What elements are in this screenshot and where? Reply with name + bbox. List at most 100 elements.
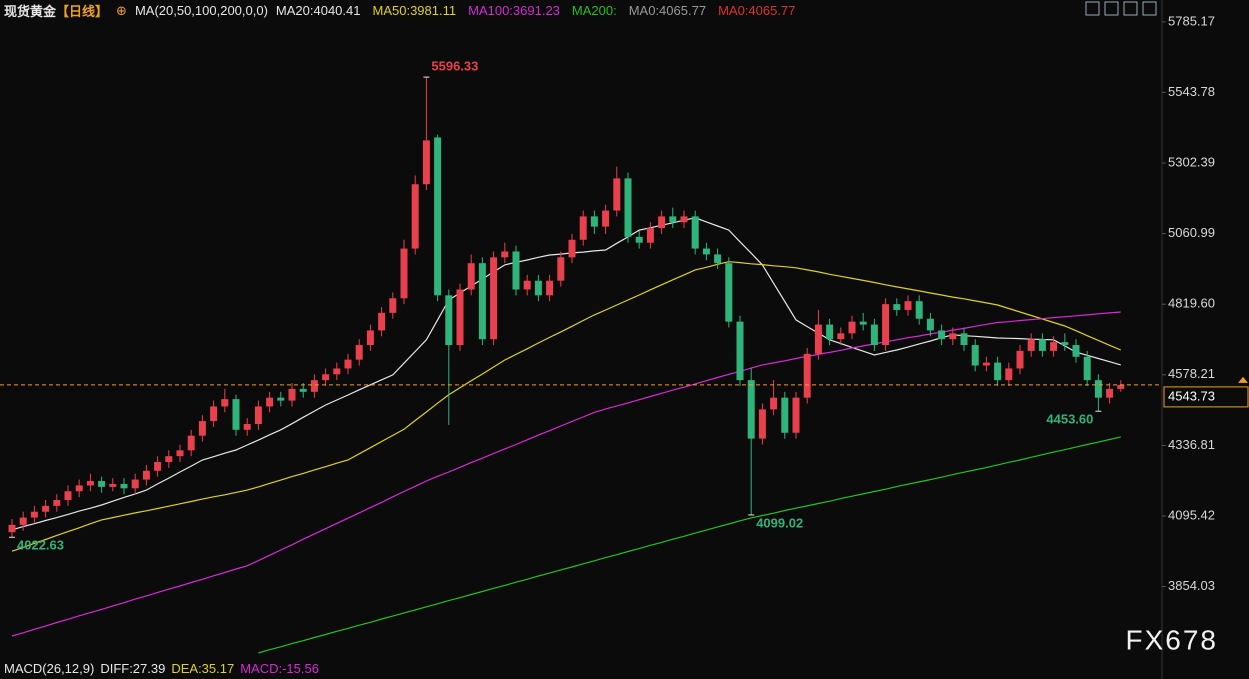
candle-body bbox=[198, 421, 206, 436]
candle-body bbox=[501, 251, 509, 258]
candle-body bbox=[467, 263, 475, 290]
candle-body bbox=[770, 397, 778, 410]
candle-body bbox=[378, 312, 386, 331]
tool-button[interactable] bbox=[1104, 1, 1119, 16]
legend-entry: MA0:4065.77 bbox=[628, 3, 707, 18]
macd-entry: DEA:35.17 bbox=[171, 661, 235, 676]
candle-body bbox=[557, 257, 565, 281]
candle-body bbox=[904, 301, 912, 310]
candle-body bbox=[949, 333, 957, 340]
candle-body bbox=[109, 483, 117, 487]
candle-body bbox=[546, 280, 554, 296]
legend-entry: MA200: bbox=[571, 3, 617, 18]
candle-body bbox=[254, 406, 262, 424]
candle-body bbox=[826, 324, 834, 340]
candle-body bbox=[926, 318, 934, 331]
candle-body bbox=[19, 517, 27, 525]
candle-body bbox=[86, 481, 94, 486]
candle-body bbox=[53, 500, 61, 506]
annotation-label: 5596.33 bbox=[431, 59, 478, 74]
settings-icon[interactable]: ⊕ bbox=[116, 2, 127, 18]
candle-body bbox=[490, 257, 498, 340]
candle-body bbox=[994, 362, 1002, 381]
toolbar bbox=[1085, 1, 1157, 16]
candle-body bbox=[266, 397, 274, 407]
last-price-box bbox=[1163, 386, 1249, 408]
tool-button[interactable] bbox=[1123, 1, 1138, 16]
candle-body bbox=[534, 280, 542, 296]
candle-body bbox=[142, 470, 150, 480]
candle-body bbox=[131, 479, 139, 489]
candle-body bbox=[893, 304, 901, 310]
y-tick-label: 4819.60 bbox=[1168, 296, 1215, 311]
candle-body bbox=[98, 481, 106, 487]
watermark: FX678 bbox=[1126, 624, 1219, 655]
candle-body bbox=[803, 353, 811, 398]
macd-entry: DIFF:27.39 bbox=[100, 661, 166, 676]
candle-body bbox=[736, 321, 744, 381]
candle-body bbox=[1016, 350, 1024, 369]
candle-body bbox=[154, 462, 162, 471]
period[interactable]: 【日线】 bbox=[56, 4, 109, 19]
candle-body bbox=[658, 216, 666, 229]
candle-body bbox=[1072, 345, 1080, 357]
candle-body bbox=[512, 251, 520, 290]
legend-entry: MA0:4065.77 bbox=[718, 3, 796, 18]
candle-body bbox=[1094, 380, 1102, 398]
candle-body bbox=[243, 423, 251, 430]
last-price-arrow bbox=[1238, 376, 1248, 383]
candles bbox=[8, 77, 1125, 538]
candle-body bbox=[960, 333, 968, 346]
ma-line bbox=[11, 217, 1121, 531]
candle-body bbox=[64, 491, 72, 501]
candle-body bbox=[971, 345, 979, 366]
candle-body bbox=[210, 406, 218, 422]
candle-body bbox=[915, 301, 923, 319]
candle-body bbox=[389, 298, 397, 313]
candle-body bbox=[579, 216, 587, 240]
y-tick-label: 4336.81 bbox=[1168, 437, 1215, 452]
candle-body bbox=[590, 216, 598, 227]
candle-body bbox=[1038, 339, 1046, 351]
candle-body bbox=[1117, 384, 1125, 389]
candle-body bbox=[938, 330, 946, 340]
macd-entry: MACD(26,12,9) bbox=[4, 661, 95, 676]
candle-body bbox=[8, 524, 16, 533]
indicator[interactable]: MA(20,50,100,200,0,0) bbox=[134, 3, 268, 18]
candle-body bbox=[758, 409, 766, 439]
candle-body bbox=[792, 397, 800, 433]
candle-body bbox=[837, 333, 845, 340]
legend-entry: MA50:3981.11 bbox=[372, 3, 457, 18]
candle-body bbox=[635, 236, 643, 243]
candle-body bbox=[120, 483, 128, 489]
candle-body bbox=[624, 178, 632, 237]
candle-body bbox=[299, 388, 307, 392]
candle-body bbox=[714, 254, 722, 264]
candle-body bbox=[165, 456, 173, 463]
ma-line bbox=[11, 261, 1122, 552]
candle-body bbox=[232, 399, 240, 430]
annotation-label: 4022.63 bbox=[17, 538, 64, 553]
candle-body bbox=[176, 450, 184, 457]
chart-title: 现货黄金 bbox=[4, 4, 57, 19]
candle-body bbox=[422, 140, 430, 185]
candle-body bbox=[187, 435, 195, 451]
candle-body bbox=[30, 511, 38, 518]
candle-body bbox=[691, 216, 699, 249]
candle-body bbox=[288, 388, 296, 401]
candle-body bbox=[445, 295, 453, 346]
legend-entry: MA100:3691.23 bbox=[468, 3, 560, 18]
y-tick-label: 5060.99 bbox=[1168, 225, 1215, 240]
chart-header: 现货黄金【日线】 ⊕ MA(20,50,100,200,0,0) MA20:40… bbox=[4, 1, 795, 20]
y-tick-label: 3854.03 bbox=[1168, 578, 1215, 593]
candle-body bbox=[1106, 388, 1114, 398]
candle-body bbox=[725, 263, 733, 322]
y-tick-label: 5543.78 bbox=[1168, 84, 1215, 99]
candle-body bbox=[680, 216, 688, 223]
candle-body bbox=[411, 184, 419, 249]
candle-body bbox=[613, 178, 621, 211]
tool-button[interactable] bbox=[1142, 1, 1157, 16]
candle-body bbox=[434, 137, 442, 296]
candle-body bbox=[602, 210, 610, 227]
tool-button[interactable] bbox=[1085, 1, 1100, 16]
